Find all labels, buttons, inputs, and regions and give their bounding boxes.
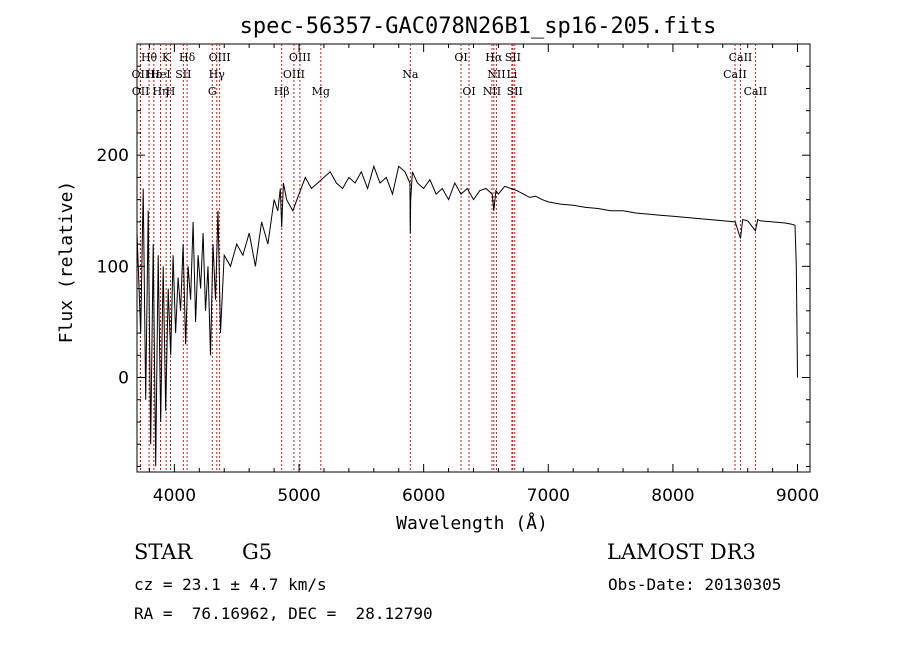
y-tick-label-2: 200	[97, 146, 129, 166]
line-label-20: Hα	[485, 51, 503, 64]
line-label-26: CaII	[729, 51, 753, 64]
line-label-6: H	[166, 85, 176, 98]
x-axis-ticks: 4000 5000 6000 7000 8000 9000	[148, 44, 819, 506]
line-label-18: OI	[454, 51, 467, 64]
line-label-19: OI	[462, 85, 475, 98]
line-label-14: OIII	[289, 51, 311, 64]
chart-title: spec-56357-GAC078N26B1_sp16-205.fits	[240, 14, 717, 39]
object-class: STAR	[134, 540, 193, 564]
line-label-7: HeI	[150, 68, 170, 81]
line-label-17: Na	[402, 68, 419, 81]
redshift-value: cz = 23.1 ± 4.7 km/s	[134, 575, 327, 594]
line-label-25: SII	[507, 85, 523, 98]
line-label-21: SII	[505, 51, 521, 64]
line-label-8: SII	[175, 68, 191, 81]
line-label-15: OIII	[283, 68, 305, 81]
line-label-10: OIII	[209, 51, 231, 64]
line-label-28: CaII	[744, 85, 768, 98]
line-label-16: Mg	[312, 85, 330, 98]
plot-frame	[136, 43, 811, 473]
line-label-13: Hβ	[274, 85, 290, 98]
line-label-5: K	[162, 51, 171, 64]
line-label-3: Hε	[146, 68, 162, 81]
line-label-27: CaII	[723, 68, 747, 81]
y-tick-label-0: 0	[118, 369, 129, 389]
x-tick-label-1: 5000	[277, 486, 320, 506]
x-tick-label-0: 4000	[153, 486, 196, 506]
x-tick-label-4: 8000	[651, 486, 694, 506]
line-label-23: Li	[506, 68, 517, 81]
y-tick-label-1: 100	[97, 257, 129, 277]
x-tick-label-2: 6000	[402, 486, 445, 506]
line-label-2: OII	[132, 85, 150, 98]
survey-name: LAMOST DR3	[607, 540, 756, 564]
line-label-12: G	[208, 85, 217, 98]
y-axis-ticks: 0 100 200	[97, 65, 810, 467]
line-label-9: Hδ	[179, 51, 196, 64]
observation-date: Obs-Date: 20130305	[608, 575, 781, 594]
spectrum-series-line	[136, 164, 798, 467]
line-label-24: NII	[483, 85, 501, 98]
object-subclass: G5	[242, 540, 272, 564]
x-axis-label: Wavelength (Å)	[396, 512, 548, 534]
line-label-22: NII	[487, 68, 505, 81]
line-label-0: Hθ	[141, 51, 158, 64]
line-label-1: OII	[132, 68, 150, 81]
x-tick-label-5: 9000	[776, 486, 819, 506]
x-tick-label-3: 7000	[527, 486, 570, 506]
coordinates: RA = 76.16962, DEC = 28.12790	[134, 604, 433, 623]
line-label-4: Hη	[152, 85, 168, 98]
line-label-11: Hγ	[209, 68, 226, 81]
y-axis-label: Flux (relative)	[56, 181, 77, 344]
